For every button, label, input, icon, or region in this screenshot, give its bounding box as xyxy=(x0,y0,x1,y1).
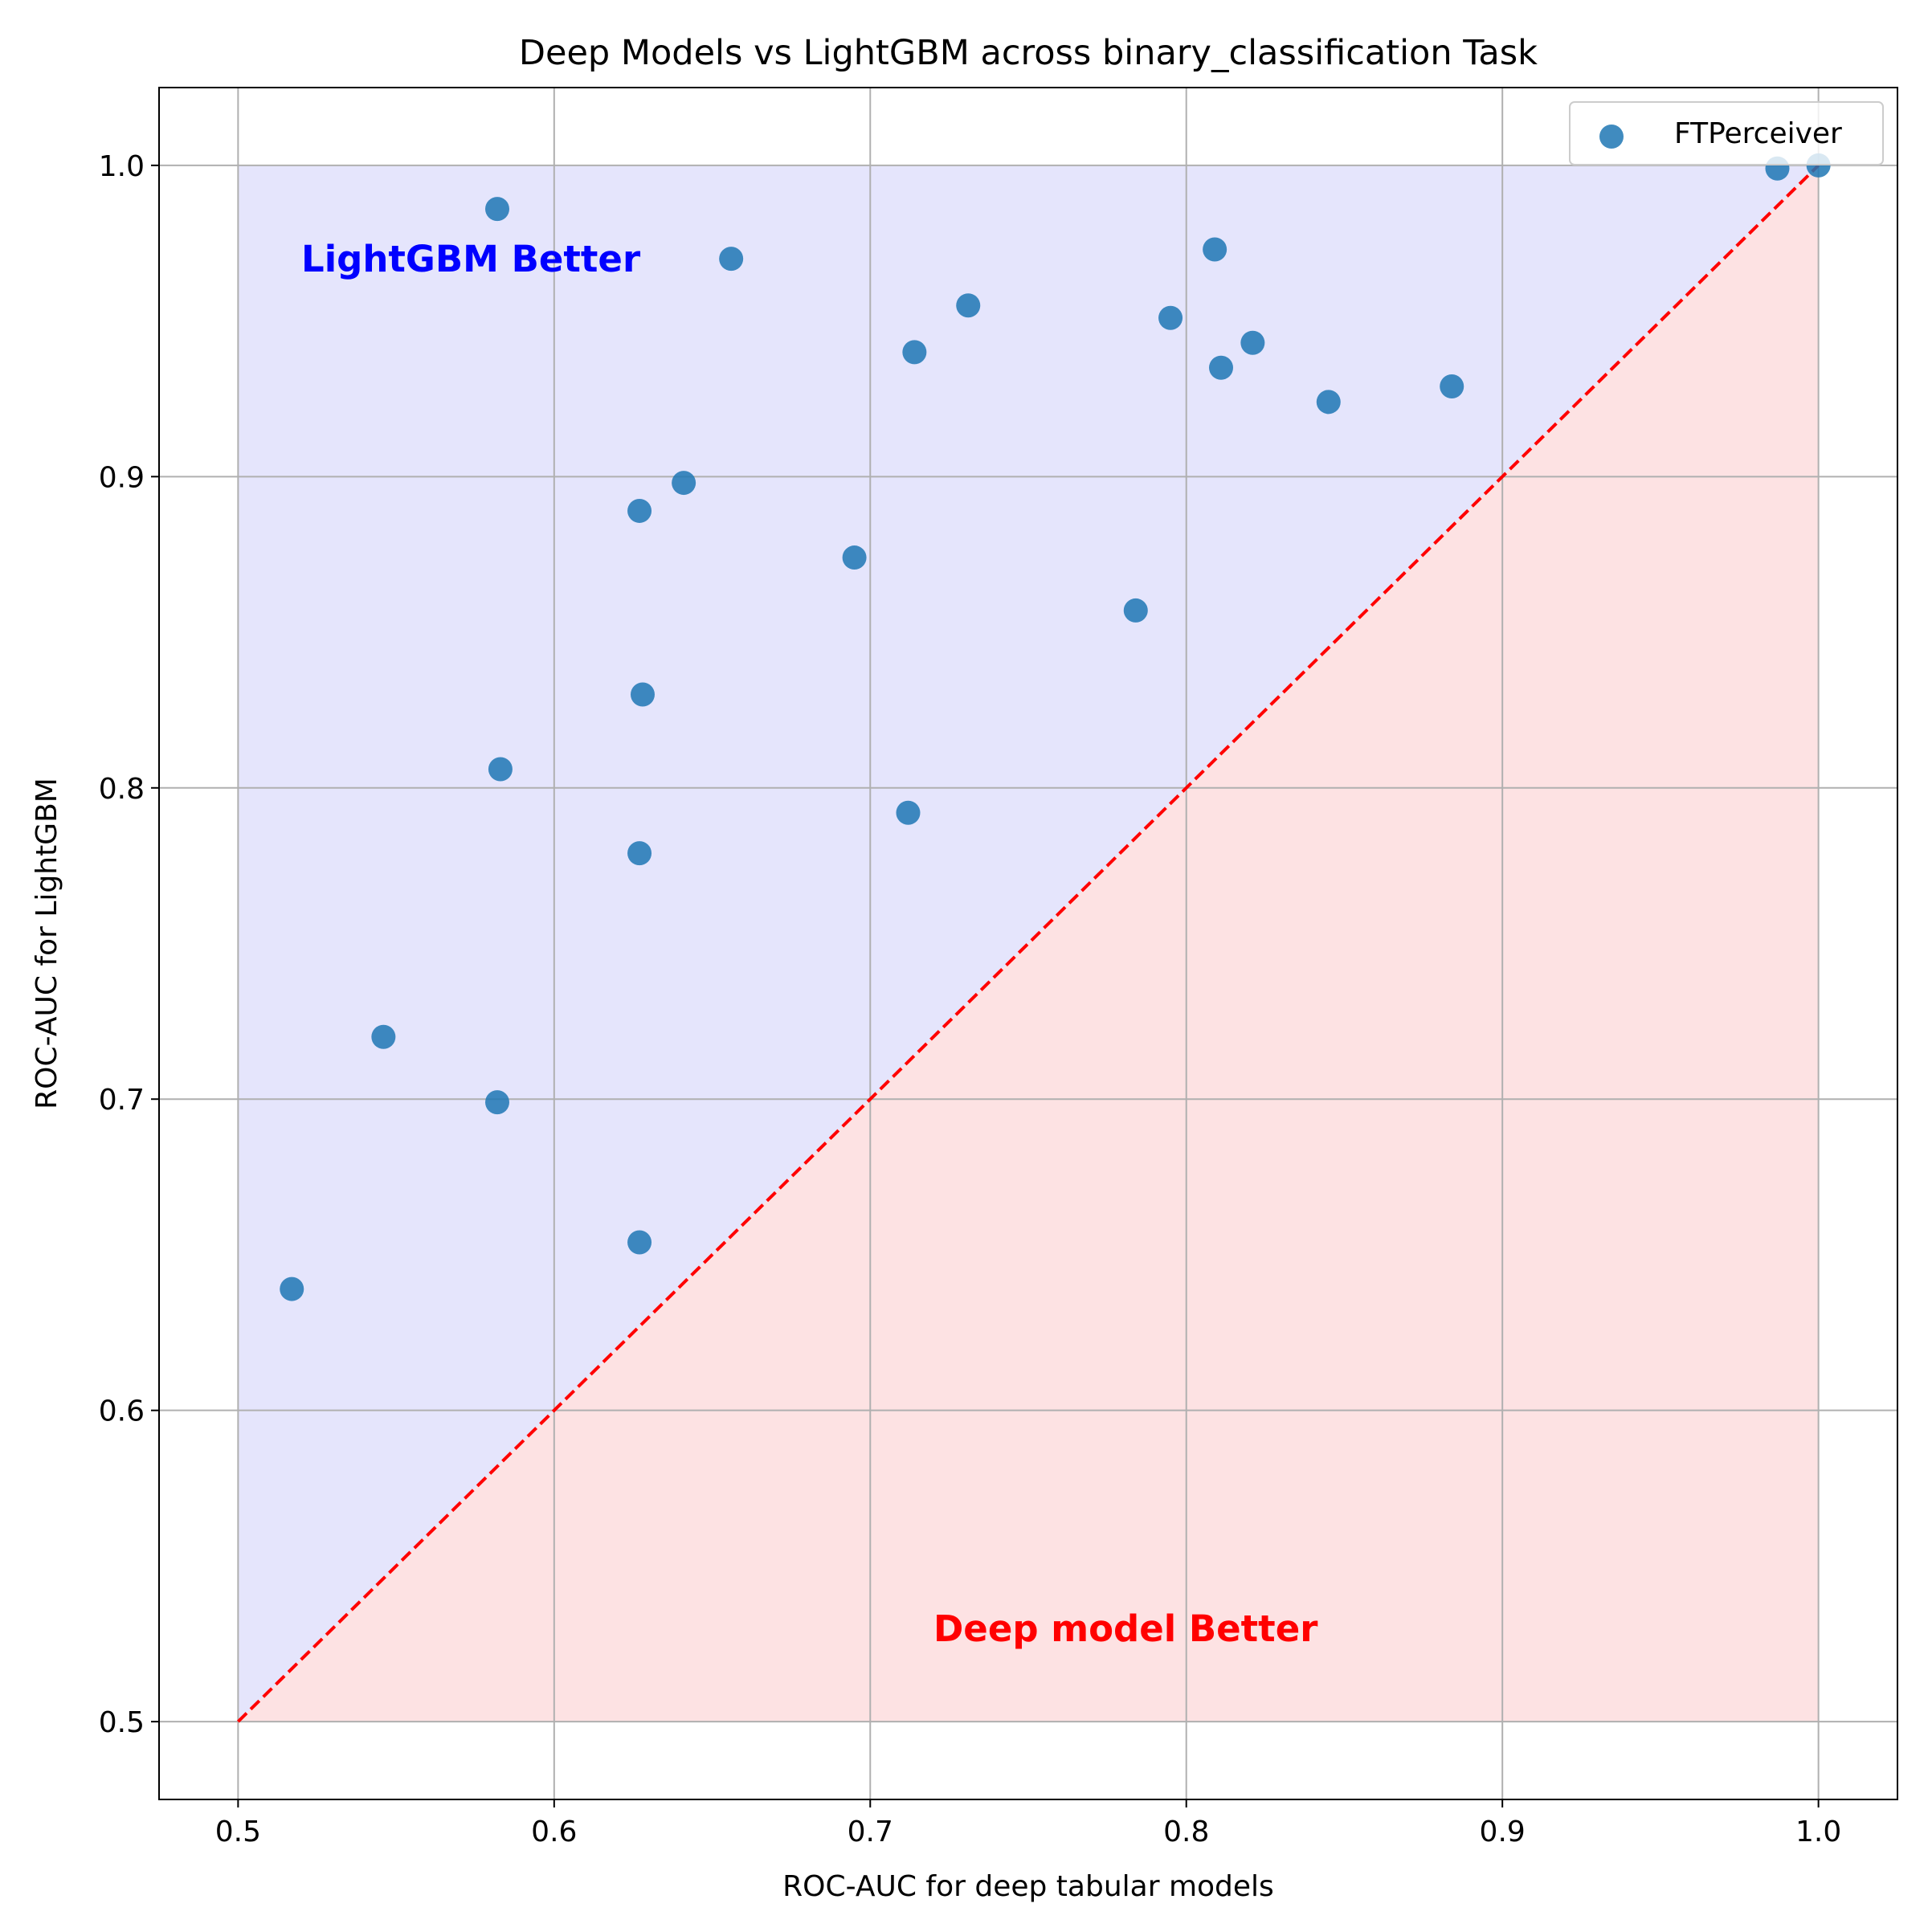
data-point xyxy=(1440,374,1464,398)
points-layer xyxy=(280,153,1831,1301)
data-point xyxy=(1209,355,1234,380)
annotation-layer: LightGBM Better Deep model Better xyxy=(301,238,1318,1650)
data-point xyxy=(484,1090,509,1115)
x-tick-label: 0.5 xyxy=(215,1816,261,1848)
x-axis-label: ROC-AUC for deep tabular models xyxy=(782,1870,1274,1903)
y-tick-label: 1.0 xyxy=(99,150,145,183)
y-tick-label: 0.6 xyxy=(99,1395,145,1428)
y-axis-label: ROC-AUC for LightGBM xyxy=(31,778,63,1109)
y-tick-label: 0.9 xyxy=(99,461,145,494)
x-tick-label: 0.6 xyxy=(531,1816,577,1848)
x-tick-label: 0.8 xyxy=(1163,1816,1209,1848)
x-tick-label: 0.9 xyxy=(1480,1816,1526,1848)
data-point xyxy=(956,293,981,318)
data-point xyxy=(719,247,744,272)
data-point xyxy=(672,471,696,496)
data-point xyxy=(1240,330,1265,355)
x-tick-label: 0.7 xyxy=(848,1816,893,1848)
data-point xyxy=(1123,598,1148,623)
lightgbm-better-label: LightGBM Better xyxy=(301,238,641,280)
data-point xyxy=(484,197,509,222)
data-point xyxy=(842,545,867,570)
diagonal-layer xyxy=(236,164,1820,1723)
data-point xyxy=(630,682,655,707)
legend: FTPerceiver xyxy=(1569,101,1884,165)
data-point xyxy=(371,1024,396,1049)
ticks-layer: 0.5 0.6 0.7 0.8 0.9 1.0 0.5 0.6 0.7 0.8 0.9 1.0 xyxy=(99,150,1842,1848)
grid-layer xyxy=(159,88,1897,1799)
data-point xyxy=(280,1276,304,1301)
deep-model-better-label: Deep model Better xyxy=(933,1607,1318,1650)
legend-box xyxy=(1569,101,1884,165)
data-point xyxy=(627,841,652,866)
x-tick-label: 1.0 xyxy=(1795,1816,1841,1848)
axes-frame xyxy=(158,87,1898,1800)
data-point xyxy=(627,498,652,523)
data-point xyxy=(488,757,513,782)
legend-marker xyxy=(1599,125,1624,149)
y-tick-label: 0.7 xyxy=(99,1084,145,1117)
data-point xyxy=(1203,237,1227,262)
data-point xyxy=(627,1230,652,1255)
diagonal-reference-line xyxy=(236,164,1820,1723)
data-point xyxy=(1316,390,1341,415)
data-point xyxy=(902,340,927,365)
legend-label-ftperceiver: FTPerceiver xyxy=(1674,117,1842,150)
data-point xyxy=(896,800,921,825)
y-tick-label: 0.5 xyxy=(99,1706,145,1739)
y-tick-label: 0.8 xyxy=(99,773,145,806)
data-point xyxy=(1158,305,1183,330)
chart-title: Deep Models vs LightGBM across binary_cl… xyxy=(519,33,1538,73)
